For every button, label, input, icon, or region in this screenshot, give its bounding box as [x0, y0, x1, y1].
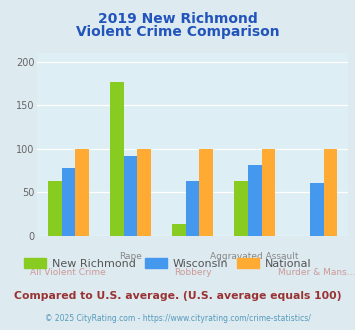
Text: Murder & Mans...: Murder & Mans...	[278, 268, 355, 277]
Bar	[200, 149, 213, 236]
Text: Robbery: Robbery	[174, 268, 211, 277]
Text: All Violent Crime: All Violent Crime	[31, 268, 106, 277]
Text: 2019 New Richmond: 2019 New Richmond	[98, 12, 257, 25]
Text: Aggravated Assault: Aggravated Assault	[211, 251, 299, 260]
Bar	[310, 183, 324, 236]
Bar	[110, 82, 124, 236]
Bar	[234, 181, 248, 236]
Bar	[48, 181, 61, 236]
Text: Violent Crime Comparison: Violent Crime Comparison	[76, 25, 279, 39]
Bar	[324, 149, 337, 236]
Legend: New Richmond, Wisconsin, National: New Richmond, Wisconsin, National	[20, 254, 316, 273]
Bar	[186, 181, 200, 236]
Text: Rape: Rape	[119, 251, 142, 260]
Bar	[137, 149, 151, 236]
Bar	[61, 168, 75, 236]
Bar	[124, 156, 137, 236]
Bar	[248, 165, 262, 236]
Text: © 2025 CityRating.com - https://www.cityrating.com/crime-statistics/: © 2025 CityRating.com - https://www.city…	[45, 314, 310, 323]
Bar	[172, 224, 186, 236]
Bar	[75, 149, 89, 236]
Bar	[262, 149, 275, 236]
Text: Compared to U.S. average. (U.S. average equals 100): Compared to U.S. average. (U.S. average …	[14, 291, 341, 301]
